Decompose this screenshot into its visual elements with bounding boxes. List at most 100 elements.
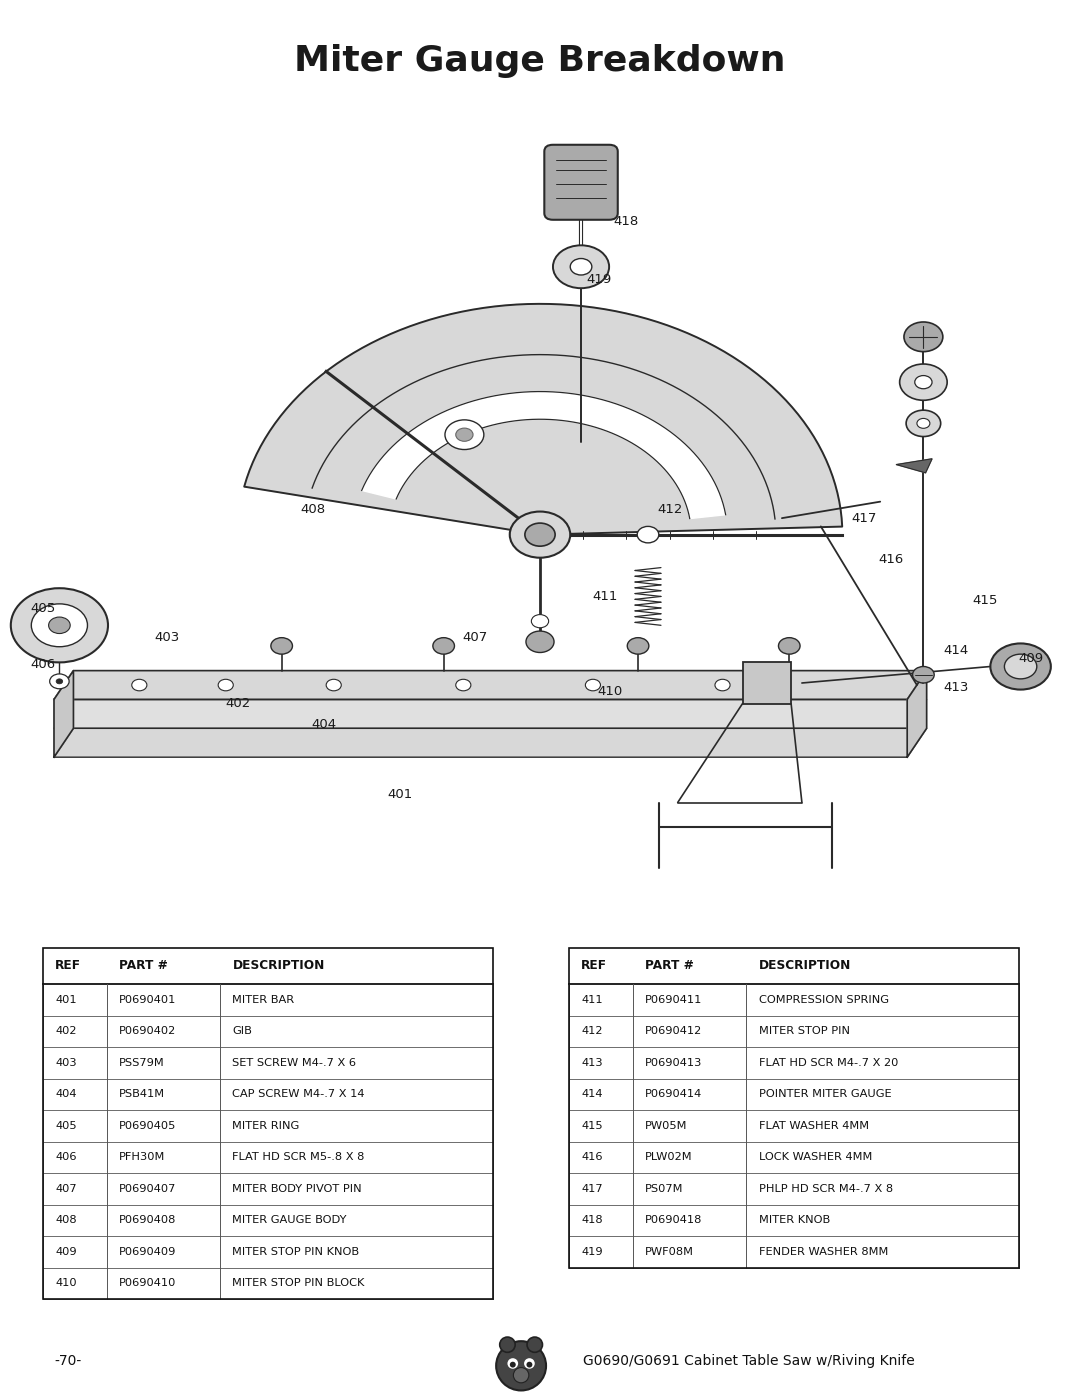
Text: 414: 414 (581, 1090, 603, 1099)
Text: P0690407: P0690407 (119, 1183, 176, 1194)
Circle shape (915, 376, 932, 388)
Text: 412: 412 (657, 503, 683, 517)
Text: 410: 410 (55, 1278, 77, 1288)
Polygon shape (244, 305, 842, 535)
Text: CAP SCREW M4-.7 X 14: CAP SCREW M4-.7 X 14 (232, 1090, 365, 1099)
Text: 406: 406 (55, 1153, 77, 1162)
Text: P0690409: P0690409 (119, 1246, 176, 1257)
Text: 415: 415 (972, 594, 998, 608)
Circle shape (500, 1337, 515, 1352)
Bar (743, 662, 791, 704)
Text: 413: 413 (581, 1058, 603, 1067)
Text: MITER KNOB: MITER KNOB (758, 1215, 829, 1225)
Text: P0690413: P0690413 (645, 1058, 702, 1067)
Text: 408: 408 (300, 503, 326, 517)
Text: LOCK WASHER 4MM: LOCK WASHER 4MM (758, 1153, 872, 1162)
Circle shape (456, 679, 471, 692)
Circle shape (218, 679, 233, 692)
Text: 410: 410 (597, 685, 623, 697)
Text: MITER BODY PIVOT PIN: MITER BODY PIVOT PIN (232, 1183, 362, 1194)
Circle shape (637, 527, 659, 543)
Text: 407: 407 (462, 631, 488, 644)
Text: 408: 408 (55, 1215, 77, 1225)
Text: 406: 406 (30, 658, 56, 672)
Text: 404: 404 (311, 718, 337, 731)
Circle shape (913, 666, 934, 683)
Text: MITER STOP PIN: MITER STOP PIN (758, 1027, 850, 1037)
Circle shape (525, 522, 555, 546)
Text: PART #: PART # (645, 960, 694, 972)
Text: P0690412: P0690412 (645, 1027, 702, 1037)
Text: 419: 419 (581, 1246, 603, 1257)
Text: 411: 411 (592, 590, 618, 604)
Text: PS07M: PS07M (645, 1183, 684, 1194)
Circle shape (627, 637, 649, 654)
Text: SET SCREW M4-.7 X 6: SET SCREW M4-.7 X 6 (232, 1058, 356, 1067)
Text: 405: 405 (30, 602, 56, 615)
Text: GIB: GIB (232, 1027, 253, 1037)
Circle shape (526, 631, 554, 652)
Text: FENDER WASHER 8MM: FENDER WASHER 8MM (758, 1246, 888, 1257)
Text: FLAT WASHER 4MM: FLAT WASHER 4MM (758, 1120, 868, 1130)
Text: DESCRIPTION: DESCRIPTION (758, 960, 851, 972)
Text: MITER STOP PIN KNOB: MITER STOP PIN KNOB (232, 1246, 360, 1257)
Text: 414: 414 (943, 644, 969, 657)
Text: P0690418: P0690418 (645, 1215, 702, 1225)
Polygon shape (54, 671, 927, 700)
Text: PSS79M: PSS79M (119, 1058, 165, 1067)
Text: PWF08M: PWF08M (645, 1246, 694, 1257)
Text: P0690414: P0690414 (645, 1090, 702, 1099)
Polygon shape (54, 700, 927, 728)
Text: PW05M: PW05M (645, 1120, 688, 1130)
Circle shape (779, 637, 800, 654)
Polygon shape (896, 458, 932, 472)
Text: REF: REF (581, 960, 607, 972)
Circle shape (900, 365, 947, 401)
Circle shape (271, 637, 293, 654)
Text: PHLP HD SCR M4-.7 X 8: PHLP HD SCR M4-.7 X 8 (758, 1183, 893, 1194)
Text: COMPRESSION SPRING: COMPRESSION SPRING (758, 995, 889, 1004)
Circle shape (508, 1358, 518, 1369)
Text: 404: 404 (55, 1090, 77, 1099)
Circle shape (513, 1368, 529, 1383)
Text: PSB41M: PSB41M (119, 1090, 165, 1099)
Circle shape (526, 1362, 532, 1368)
Text: G0690/G0691 Cabinet Table Saw w/Riving Knife: G0690/G0691 Cabinet Table Saw w/Riving K… (583, 1354, 915, 1368)
Circle shape (531, 615, 549, 627)
Circle shape (585, 679, 600, 692)
Circle shape (510, 511, 570, 557)
Polygon shape (54, 671, 73, 757)
Polygon shape (907, 671, 927, 757)
Text: POINTER MITER GAUGE: POINTER MITER GAUGE (758, 1090, 891, 1099)
Text: REF: REF (55, 960, 81, 972)
Circle shape (524, 1358, 535, 1369)
Text: 412: 412 (581, 1027, 603, 1037)
Text: 409: 409 (1018, 652, 1044, 665)
Circle shape (456, 427, 473, 441)
Text: PLW02M: PLW02M (645, 1153, 692, 1162)
Circle shape (132, 679, 147, 692)
Text: 401: 401 (55, 995, 77, 1004)
Circle shape (990, 644, 1051, 690)
Text: FLAT HD SCR M4-.7 X 20: FLAT HD SCR M4-.7 X 20 (758, 1058, 897, 1067)
Circle shape (445, 420, 484, 450)
Text: P0690408: P0690408 (119, 1215, 176, 1225)
Circle shape (11, 588, 108, 662)
Circle shape (326, 679, 341, 692)
Text: 416: 416 (878, 553, 904, 566)
Bar (43, 947, 494, 1299)
Text: 401: 401 (387, 788, 413, 800)
Circle shape (496, 1341, 546, 1390)
Text: 416: 416 (581, 1153, 603, 1162)
Text: MITER RING: MITER RING (232, 1120, 300, 1130)
Circle shape (553, 246, 609, 288)
Text: -70-: -70- (54, 1354, 81, 1368)
Circle shape (433, 637, 455, 654)
Text: 419: 419 (586, 272, 612, 285)
Text: 417: 417 (851, 511, 877, 525)
Circle shape (527, 1337, 542, 1352)
Circle shape (50, 673, 69, 689)
Circle shape (570, 258, 592, 275)
Text: 413: 413 (943, 680, 969, 694)
Text: 415: 415 (581, 1120, 603, 1130)
